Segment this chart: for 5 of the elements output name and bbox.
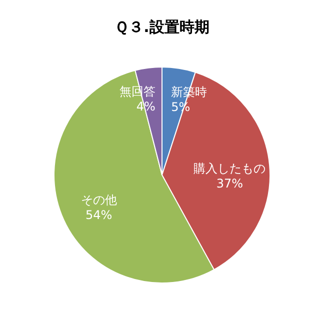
data-label: 54%: [85, 208, 112, 222]
chart-title: Ｑ３.設置時期: [114, 18, 210, 36]
slice-label: その他: [80, 193, 117, 208]
slice-label: 購入したもの: [194, 162, 266, 176]
data-label: 37%: [216, 176, 244, 191]
